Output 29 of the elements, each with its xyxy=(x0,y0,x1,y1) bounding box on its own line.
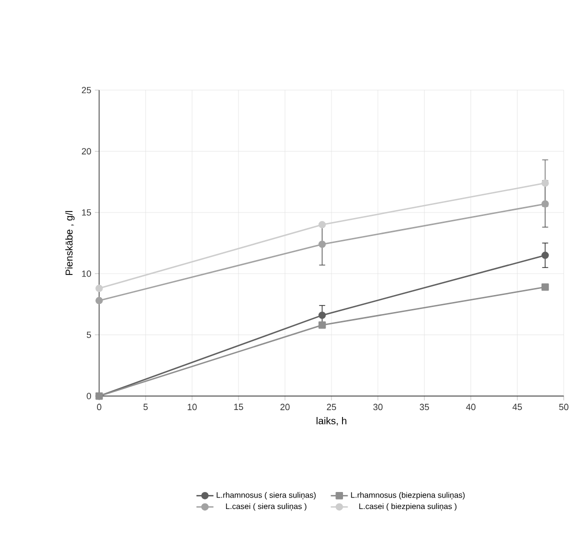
point xyxy=(95,284,103,292)
y-tick-label: 25 xyxy=(82,86,92,94)
point xyxy=(318,321,326,329)
y-tick-label: 20 xyxy=(82,148,92,154)
y-tick-label: 0 xyxy=(86,392,92,400)
x-tick-label: 50 xyxy=(559,404,568,410)
x-tick-label: 35 xyxy=(420,404,429,410)
y-tick-label: 5 xyxy=(86,332,92,338)
x-tick-label: 10 xyxy=(188,404,197,410)
x-tick-label: 15 xyxy=(234,404,244,410)
point xyxy=(541,200,549,208)
x-tick-label: 25 xyxy=(326,404,336,410)
point xyxy=(318,312,326,319)
x-tick-label: 30 xyxy=(373,404,383,410)
y-tick-label: 15 xyxy=(82,209,92,216)
x-axis-title: laiks, h xyxy=(316,417,346,426)
point xyxy=(95,296,103,304)
y-tick-label: 10 xyxy=(82,270,92,277)
x-tick-label: 5 xyxy=(143,404,148,410)
point xyxy=(318,240,326,248)
point xyxy=(541,252,549,259)
point xyxy=(318,221,326,228)
point xyxy=(541,179,549,187)
x-tick-label: 20 xyxy=(280,404,290,410)
x-tick-label: 40 xyxy=(466,404,476,410)
x-tick-label: 45 xyxy=(512,404,522,410)
x-tick-label: 0 xyxy=(97,404,102,410)
point xyxy=(541,283,549,291)
y-axis-title: Pienskābe , g/l xyxy=(65,211,75,275)
